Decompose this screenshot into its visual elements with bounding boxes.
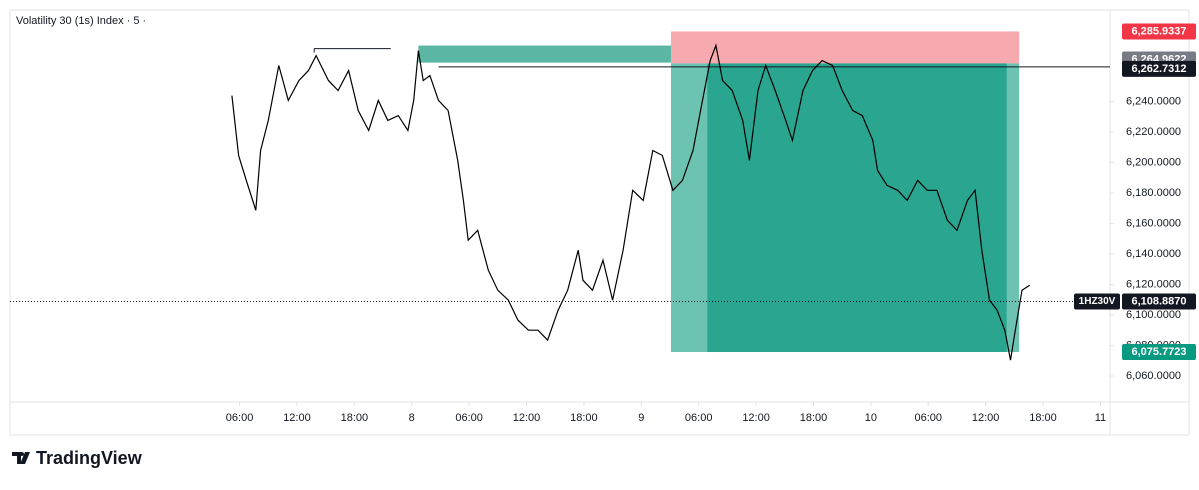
x-tick-label: 8 xyxy=(409,412,415,424)
logo: TradingView xyxy=(12,448,143,468)
stop-label-box xyxy=(1122,23,1196,40)
ray-label: 6,262.7312 xyxy=(1131,63,1186,75)
y-tick-label: 6,140.0000 xyxy=(1126,248,1181,260)
target-label: 6,075.7723 xyxy=(1131,346,1186,358)
x-tick-label: 12:00 xyxy=(972,412,1000,424)
brand: TradingView xyxy=(36,448,143,468)
x-tick-label: 06:00 xyxy=(914,412,942,424)
stop-zone xyxy=(670,31,1020,64)
x-tick-label: 18:00 xyxy=(570,412,598,424)
y-tick-label: 6,100.0000 xyxy=(1126,309,1181,321)
y-tick-label: 6,180.0000 xyxy=(1126,187,1181,199)
x-tick-label: 11 xyxy=(1095,412,1106,424)
x-tick-label: 12:00 xyxy=(742,412,770,424)
x-tick-label: 18:00 xyxy=(800,412,828,424)
y-tick-label: 6,060.0000 xyxy=(1126,370,1181,382)
target-label-box xyxy=(1122,344,1196,361)
y-tick-label: 6,240.0000 xyxy=(1126,95,1181,107)
x-tick-label: 18:00 xyxy=(341,412,369,424)
x-tick-label: 9 xyxy=(638,412,644,424)
x-tick-label: 06:00 xyxy=(685,412,713,424)
y-tick-label: 6,120.0000 xyxy=(1126,278,1181,290)
chart-title: Volatility 30 (1s) Index · 5 · xyxy=(16,15,146,27)
x-tick-label: 12:00 xyxy=(513,412,541,424)
symbol-label: 1HZ30V xyxy=(1079,296,1116,307)
y-tick-label: 6,220.0000 xyxy=(1126,126,1181,138)
active-zone xyxy=(707,63,1007,353)
last-price-label-box xyxy=(1122,293,1196,310)
chart-frame xyxy=(9,9,1190,436)
x-tick-label: 12:00 xyxy=(283,412,311,424)
last-price-label: 6,108.8870 xyxy=(1131,295,1186,307)
x-tick-label: 10 xyxy=(865,412,877,424)
price-line xyxy=(231,43,1031,361)
logo-mark xyxy=(12,452,30,464)
symbol-box xyxy=(1074,293,1120,310)
x-tick-label: 06:00 xyxy=(226,412,254,424)
stop-label: 6,285.9337 xyxy=(1131,25,1186,37)
y-tick-label: 6,200.0000 xyxy=(1126,156,1181,168)
x-tick-label: 18:00 xyxy=(1029,412,1057,424)
ray-label-box xyxy=(1122,60,1196,77)
x-tick-label: 06:00 xyxy=(455,412,483,424)
zone xyxy=(418,45,671,63)
y-tick-label: 6,160.0000 xyxy=(1126,217,1181,229)
